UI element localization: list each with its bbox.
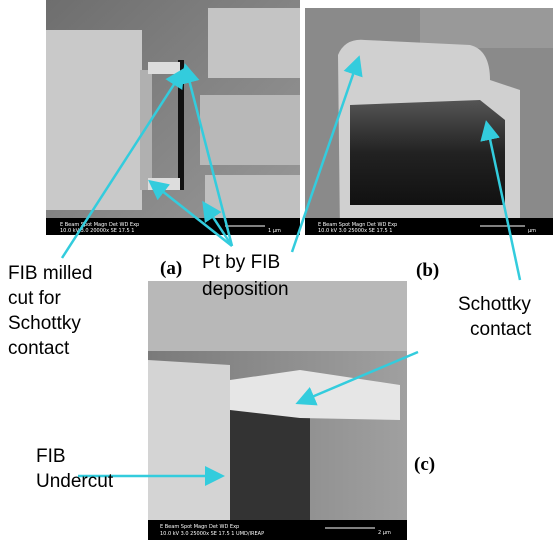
- sem-scale: 2 µm: [378, 530, 391, 536]
- figure: E Beam Spot Magn Det WD Exp 10.0 kV 3.0 …: [0, 0, 559, 547]
- annotation: cut for: [8, 288, 61, 309]
- annotation: FIB: [36, 446, 66, 467]
- panel-tag: (a): [160, 258, 182, 279]
- sem-scale: µm: [528, 228, 536, 234]
- sem-scale: 1 µm: [268, 228, 281, 234]
- annotation: contact: [8, 338, 70, 359]
- panel-tag: (c): [414, 454, 435, 475]
- sem-info: 10.0 kV 3.0 25000x SE 17.5 1: [318, 228, 392, 234]
- annotation: Undercut: [36, 471, 114, 492]
- annotation: Pt by FIB: [202, 252, 280, 273]
- panel-tag: (b): [416, 260, 439, 281]
- annotation: Schottky: [458, 294, 531, 315]
- annotation: deposition: [202, 279, 289, 300]
- annotation: contact: [470, 319, 532, 340]
- sem-image-c: E Beam Spot Magn Det WD Exp 10.0 kV 3.0 …: [148, 281, 407, 540]
- sem-info: E Beam Spot Magn Det WD Exp: [160, 524, 239, 530]
- sem-image-b: E Beam Spot Magn Det WD Exp 10.0 kV 3.0 …: [305, 8, 553, 235]
- annotation: FIB milled: [8, 263, 92, 284]
- sem-info: 10.0 kV 3.0 25000x SE 17.5 1 UMD/IREAP: [160, 531, 264, 537]
- sem-info: 10.0 kV 3.0 20000x SE 17.5 1: [60, 228, 134, 234]
- annotation: Schottky: [8, 313, 81, 334]
